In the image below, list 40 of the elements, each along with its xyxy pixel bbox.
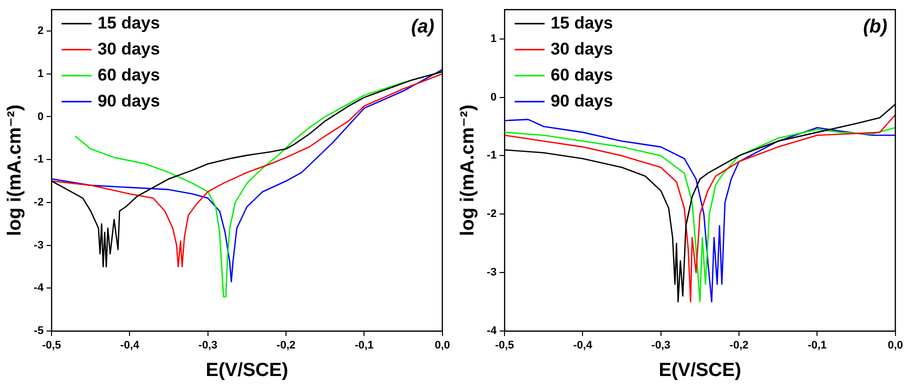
x-tick-label: -0,3	[198, 340, 218, 352]
y-tick-label: -5	[34, 325, 44, 338]
y-tick-label: -2	[34, 196, 44, 208]
x-tick-label: -0,1	[354, 340, 374, 352]
y-tick-label: -1	[486, 150, 497, 162]
legend-label: 30 days	[550, 39, 613, 58]
annotation: (b)	[863, 16, 888, 38]
y-tick-label: 0	[490, 91, 497, 104]
y-axis-title: log i(mA.cm⁻²)	[458, 104, 479, 236]
x-tick-label: -0,5	[495, 340, 514, 352]
legend-label: 90 days	[98, 91, 160, 110]
legend-label: 60 days	[550, 65, 613, 84]
y-tick-label: 1	[490, 32, 497, 45]
legend-label: 90 days	[550, 91, 613, 110]
y-tick-label: -4	[34, 282, 44, 294]
x-tick-label: -0,4	[120, 340, 140, 352]
legend-label: 15 days	[550, 13, 613, 32]
annotation: (a)	[411, 16, 434, 38]
y-axis-title: log i(mA.cm⁻²)	[4, 104, 26, 236]
y-tick-label: -4	[486, 325, 498, 338]
y-tick-label: -3	[34, 239, 44, 252]
legend-label: 30 days	[98, 39, 160, 58]
legend-label: 60 days	[98, 65, 160, 84]
y-tick-label: 0	[37, 110, 44, 123]
y-tick-label: 1	[37, 68, 44, 80]
x-tick-label: -0,1	[808, 340, 827, 352]
legend-label: 15 days	[98, 13, 160, 32]
x-tick-label: 0,0	[434, 340, 450, 352]
x-tick-label: -0,2	[730, 340, 749, 352]
y-tick-label: -2	[486, 208, 497, 220]
x-tick-label: -0,5	[42, 340, 62, 352]
x-axis-title: E(V/SCE)	[206, 360, 288, 381]
y-tick-label: -1	[34, 154, 44, 166]
x-tick-label: -0,4	[573, 340, 594, 352]
y-tick-label: 2	[37, 25, 44, 38]
x-tick-label: -0,3	[651, 340, 670, 352]
y-tick-label: -3	[486, 266, 497, 279]
x-axis-title: E(V/SCE)	[658, 360, 742, 381]
x-tick-label: -0,2	[276, 340, 296, 352]
x-tick-label: 0,0	[888, 340, 904, 352]
